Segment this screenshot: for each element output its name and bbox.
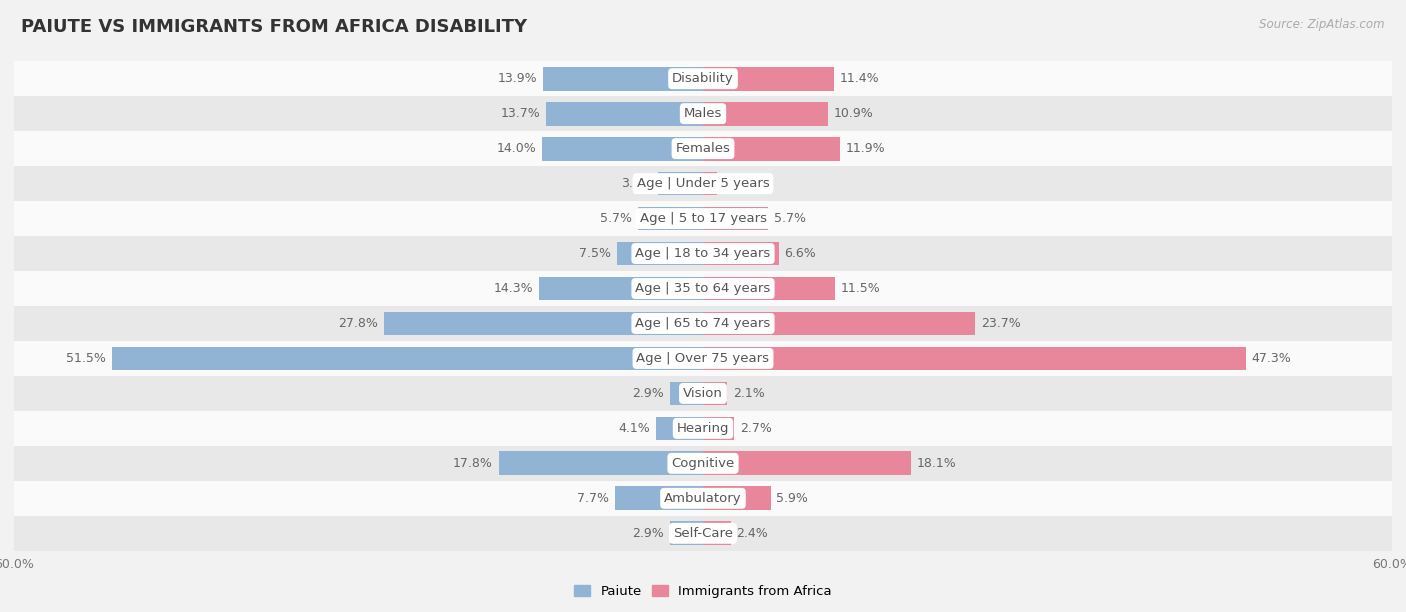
Bar [669,381,703,405]
Bar [703,102,828,125]
Bar [14,166,1392,201]
Bar [703,452,911,476]
Text: 3.9%: 3.9% [620,177,652,190]
Bar [14,376,1392,411]
Bar [617,242,703,266]
Text: 2.4%: 2.4% [737,527,768,540]
Bar [614,487,703,510]
Bar [543,67,703,91]
Text: 13.9%: 13.9% [498,72,537,85]
Bar [703,207,769,231]
Text: Age | 5 to 17 years: Age | 5 to 17 years [640,212,766,225]
Text: Males: Males [683,107,723,120]
Text: 6.6%: 6.6% [785,247,817,260]
Text: PAIUTE VS IMMIGRANTS FROM AFRICA DISABILITY: PAIUTE VS IMMIGRANTS FROM AFRICA DISABIL… [21,18,527,36]
Bar [703,346,1246,370]
Bar [14,341,1392,376]
Text: Age | 35 to 64 years: Age | 35 to 64 years [636,282,770,295]
Bar [14,271,1392,306]
Bar [703,242,779,266]
Text: 13.7%: 13.7% [501,107,540,120]
Text: 2.9%: 2.9% [633,387,664,400]
Text: 51.5%: 51.5% [66,352,105,365]
Bar [14,411,1392,446]
Text: 10.9%: 10.9% [834,107,873,120]
Text: 5.9%: 5.9% [776,492,808,505]
Bar [543,136,703,160]
Bar [658,172,703,195]
Text: 17.8%: 17.8% [453,457,494,470]
Text: 2.1%: 2.1% [733,387,765,400]
Text: 7.5%: 7.5% [579,247,612,260]
Text: 14.0%: 14.0% [496,142,537,155]
Text: Disability: Disability [672,72,734,85]
Text: 47.3%: 47.3% [1251,352,1292,365]
Bar [14,481,1392,516]
Text: 7.7%: 7.7% [576,492,609,505]
Bar [703,136,839,160]
Text: Age | Over 75 years: Age | Over 75 years [637,352,769,365]
Bar [703,417,734,440]
Legend: Paiute, Immigrants from Africa: Paiute, Immigrants from Africa [568,580,838,603]
Text: Females: Females [675,142,731,155]
Text: Age | Under 5 years: Age | Under 5 years [637,177,769,190]
Bar [669,521,703,545]
Text: Age | 18 to 34 years: Age | 18 to 34 years [636,247,770,260]
Bar [703,312,976,335]
Bar [703,172,717,195]
Text: Ambulatory: Ambulatory [664,492,742,505]
Bar [703,381,727,405]
Text: 11.4%: 11.4% [839,72,879,85]
Text: 5.7%: 5.7% [775,212,806,225]
Bar [14,61,1392,96]
Bar [384,312,703,335]
Bar [703,521,731,545]
Text: Age | 65 to 74 years: Age | 65 to 74 years [636,317,770,330]
Text: 14.3%: 14.3% [494,282,533,295]
Bar [538,277,703,300]
Bar [14,306,1392,341]
Bar [14,446,1392,481]
Bar [499,452,703,476]
Text: 5.7%: 5.7% [600,212,631,225]
Text: Cognitive: Cognitive [672,457,734,470]
Bar [546,102,703,125]
Text: 18.1%: 18.1% [917,457,956,470]
Text: 23.7%: 23.7% [981,317,1021,330]
Bar [703,487,770,510]
Bar [637,207,703,231]
Bar [14,516,1392,551]
Text: 11.9%: 11.9% [845,142,884,155]
Text: 2.9%: 2.9% [633,527,664,540]
Bar [703,67,834,91]
Text: 2.7%: 2.7% [740,422,772,435]
Text: 11.5%: 11.5% [841,282,880,295]
Bar [14,131,1392,166]
Text: 1.2%: 1.2% [723,177,754,190]
Text: Hearing: Hearing [676,422,730,435]
Text: Source: ZipAtlas.com: Source: ZipAtlas.com [1260,18,1385,31]
Bar [111,346,703,370]
Bar [657,417,703,440]
Text: 27.8%: 27.8% [339,317,378,330]
Text: Vision: Vision [683,387,723,400]
Text: Self-Care: Self-Care [673,527,733,540]
Text: 4.1%: 4.1% [619,422,650,435]
Bar [14,236,1392,271]
Bar [14,96,1392,131]
Bar [14,201,1392,236]
Bar [703,277,835,300]
